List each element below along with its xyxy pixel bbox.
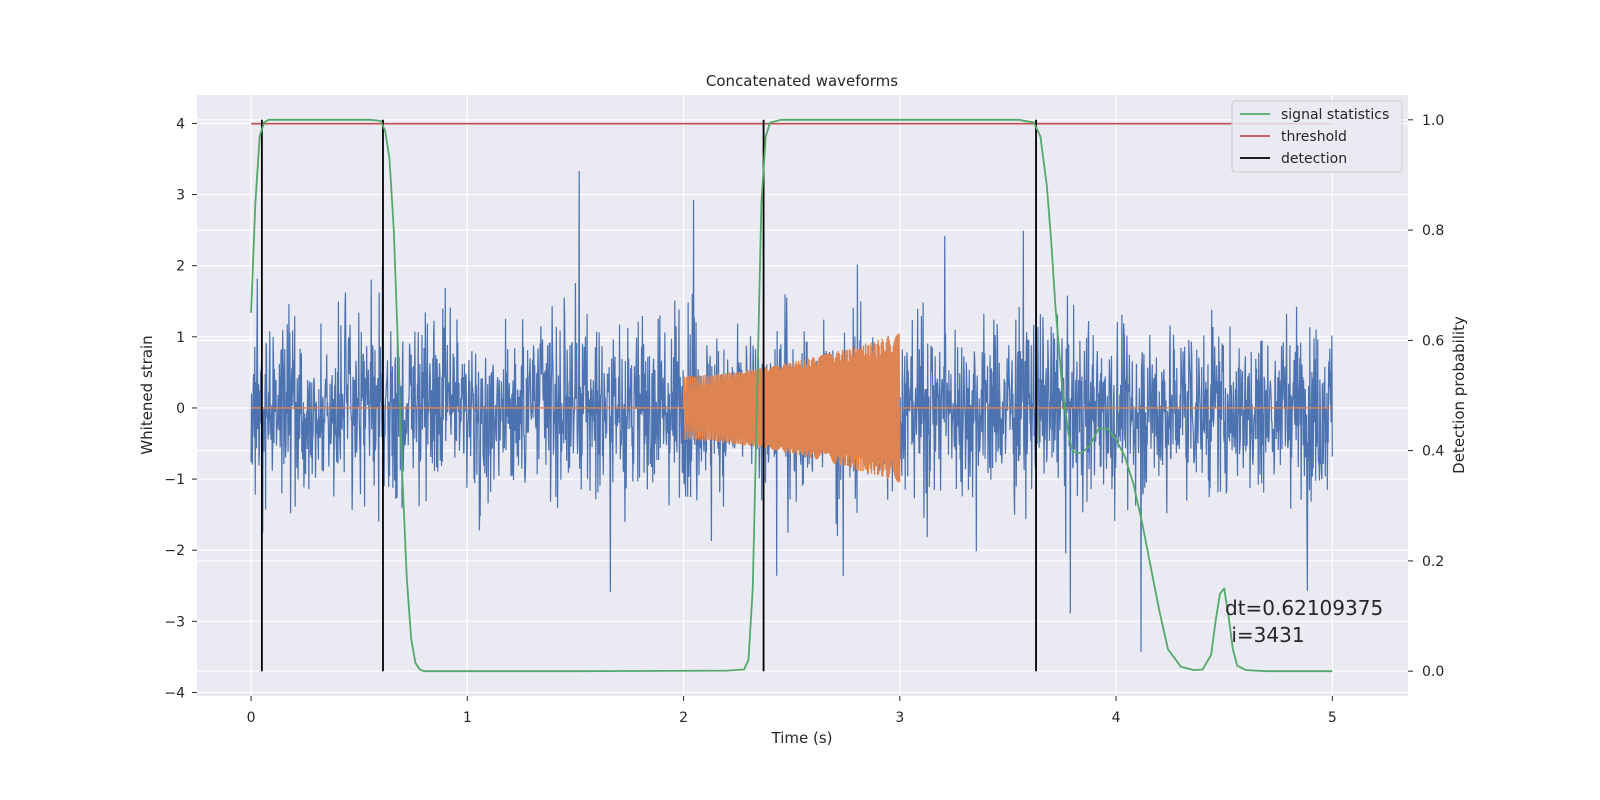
x-tick-label: 3 [895,710,904,726]
y-tick-label: 4 [176,116,185,132]
y-tick-label: −2 [164,543,185,559]
legend-label-detection: detection [1281,151,1347,167]
y2-tick-label: 0.6 [1422,333,1444,349]
y2-tick-label: 0.0 [1422,664,1444,680]
y2-tick-label: 0.8 [1422,223,1444,239]
y-tick-label: −4 [164,685,185,701]
series-signal-statistics [250,118,1333,673]
x-axis-label: Time (s) [771,729,833,747]
y2-tick-label: 0.2 [1422,554,1444,570]
x-axis: 0 1 2 3 4 5 [247,696,1337,726]
legend-label-threshold: threshold [1281,129,1347,145]
y-tick-label: 1 [176,330,185,346]
annotation-i: i=3431 [1225,623,1305,647]
y2-tick-label: 0.4 [1422,444,1444,460]
series-injected-waveform [251,333,1333,483]
legend: signal statistics threshold detection [1231,100,1403,173]
chart-title: Concatenated waveforms [706,72,898,90]
series-layer [250,118,1333,673]
y-tick-label: 2 [176,259,185,275]
y-axis-label: Whitened strain [138,335,156,454]
legend-label-signal-statistics: signal statistics [1281,107,1389,123]
legend-box [1231,100,1403,173]
x-tick-label: 2 [679,710,688,726]
y-tick-label: 0 [176,401,185,417]
x-tick-label: 0 [247,710,256,726]
y-axis-left: 4 3 2 1 0 −1 −2 −3 −4 [164,116,197,701]
y-tick-label: −1 [164,472,185,488]
y-tick-label: 3 [176,188,185,204]
y-tick-label: −3 [164,614,185,630]
x-tick-label: 4 [1112,710,1121,726]
y2-tick-label: 1.0 [1422,113,1444,129]
y-axis-right: 1.0 0.8 0.6 0.4 0.2 0.0 [1408,113,1444,680]
y2-axis-label: Detection probability [1450,316,1468,474]
annotation-dt: dt=0.62109375 [1225,596,1383,620]
x-tick-label: 1 [463,710,472,726]
x-tick-label: 5 [1328,710,1337,726]
